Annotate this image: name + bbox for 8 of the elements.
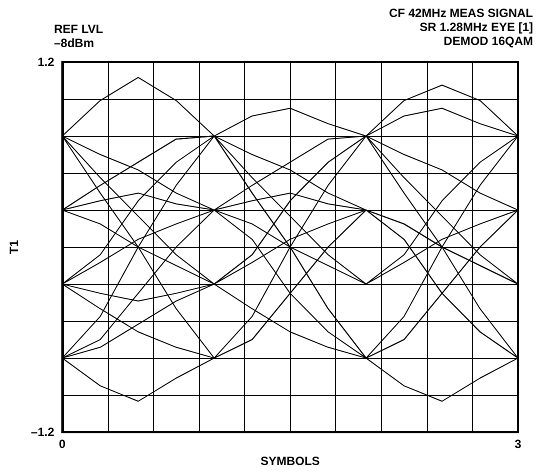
y-tick-label: –1.2 — [30, 425, 55, 440]
y-axis-title: T1 — [7, 240, 21, 254]
y-tick-label: 1.2 — [38, 55, 55, 69]
text: CF 42MHz MEAS SIGNAL SR 1.28MHz EYE [1] DEMOD 16QAM — [388, 6, 534, 48]
text: REF LVL –8dBm — [54, 22, 104, 50]
x-tick-label: 0 — [58, 437, 66, 452]
x-tick-label: 3 — [514, 437, 522, 452]
x-axis-title: SYMBOLS — [260, 454, 320, 468]
